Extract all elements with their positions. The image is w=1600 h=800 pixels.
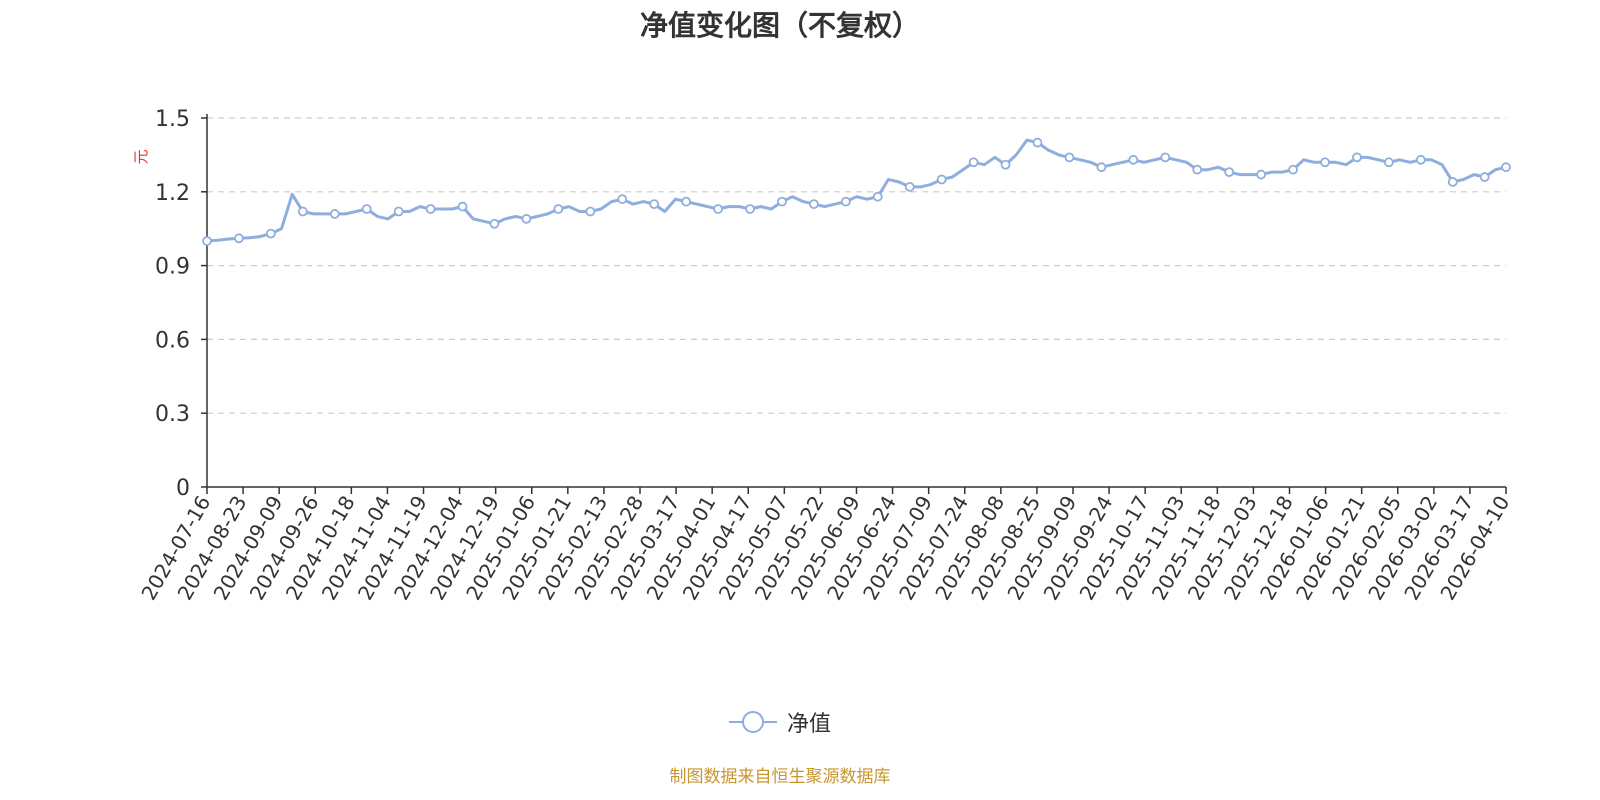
data-point-marker <box>968 157 979 168</box>
grid-lines <box>207 117 1506 414</box>
y-tick-label: 0.9 <box>155 255 190 280</box>
data-point-marker <box>457 201 468 212</box>
axes: 00.30.60.91.21.52024-07-162024-08-232024… <box>136 107 1514 604</box>
legend-item[interactable]: 净值 <box>728 706 831 738</box>
data-point-marker <box>681 196 692 207</box>
data-point-marker <box>617 194 628 205</box>
data-point-marker <box>393 206 404 217</box>
y-tick-label: 1.5 <box>155 107 190 132</box>
data-point-marker <box>329 209 340 219</box>
data-point-marker <box>1501 162 1511 173</box>
data-point-marker <box>1479 172 1490 182</box>
chart-title: 净值变化图（不复权） <box>639 9 920 42</box>
data-point-marker <box>1160 152 1171 163</box>
data-point-marker <box>1000 159 1011 170</box>
data-point-marker <box>297 206 308 217</box>
legend: 净值 <box>0 706 1560 738</box>
data-point-marker <box>840 196 851 207</box>
data-point-marker <box>1288 164 1298 175</box>
data-point-marker <box>1192 164 1203 175</box>
y-tick-label: 0 <box>176 476 190 501</box>
series-line-net-value <box>206 138 1507 243</box>
data-point-marker <box>1447 177 1458 187</box>
data-point-marker <box>1064 152 1075 163</box>
data-point-marker <box>1032 137 1043 148</box>
data-point-marker <box>489 218 500 229</box>
data-point-marker <box>809 199 819 210</box>
data-point-marker <box>1128 154 1139 165</box>
data-point-marker <box>202 236 212 246</box>
data-point-marker <box>713 204 723 214</box>
legend-marker-icon <box>728 711 777 733</box>
data-point-marker <box>521 213 532 224</box>
data-point-marker <box>1352 152 1362 163</box>
data-point-marker <box>649 199 660 210</box>
data-point-marker <box>234 233 244 244</box>
data-point-marker <box>425 204 436 214</box>
data-point-marker <box>1256 169 1267 180</box>
data-point-marker <box>1224 167 1235 178</box>
data-point-marker <box>1383 157 1394 168</box>
data-point-marker <box>1320 157 1330 168</box>
data-point-marker <box>265 228 276 239</box>
data-point-marker <box>585 206 596 217</box>
data-point-marker <box>361 204 372 214</box>
data-point-marker <box>872 191 883 202</box>
data-point-marker <box>904 181 915 192</box>
y-tick-label: 0.6 <box>155 328 190 353</box>
source-note: 制图数据来自恒生聚源数据库 <box>669 767 891 787</box>
series-layer <box>202 137 1511 246</box>
data-point-marker <box>553 204 564 214</box>
data-point-marker <box>1096 162 1107 173</box>
data-point-marker <box>777 196 787 207</box>
data-point-marker <box>1415 154 1426 165</box>
data-point-marker <box>936 174 947 185</box>
y-tick-label: 0.3 <box>155 402 190 427</box>
data-point-marker <box>745 204 755 214</box>
y-tick-label: 1.2 <box>155 181 190 206</box>
legend-label: 净值 <box>786 712 831 737</box>
y-axis-label: 元 <box>132 149 150 164</box>
